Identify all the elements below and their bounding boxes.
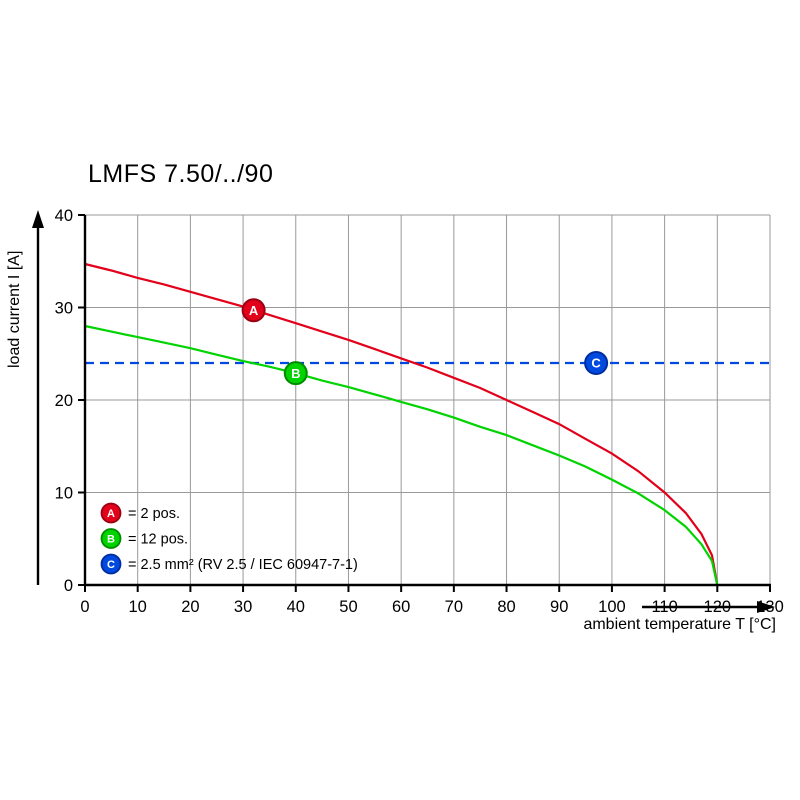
svg-text:B: B <box>107 534 115 546</box>
svg-text:20: 20 <box>55 392 73 410</box>
y-axis-arrowhead-icon <box>32 210 44 228</box>
svg-text:80: 80 <box>497 598 515 616</box>
svg-text:0: 0 <box>80 598 89 616</box>
svg-text:40: 40 <box>287 598 305 616</box>
series-A-curve <box>84 262 719 586</box>
svg-text:= 12 pos.: = 12 pos. <box>128 532 188 548</box>
grid <box>85 214 771 585</box>
series-B-curve <box>84 324 719 586</box>
svg-text:60: 60 <box>392 598 410 616</box>
series-curves <box>84 262 770 586</box>
svg-text:0: 0 <box>64 577 73 595</box>
marker-A <box>241 298 266 323</box>
svg-text:= 2.5 mm² (RV 2.5 / IEC 60947-: = 2.5 mm² (RV 2.5 / IEC 60947-7-1) <box>128 557 358 573</box>
svg-text:10: 10 <box>129 598 147 616</box>
svg-text:30: 30 <box>55 300 73 318</box>
svg-text:90: 90 <box>550 598 568 616</box>
legend-marker-C <box>100 553 122 575</box>
svg-text:100: 100 <box>598 598 626 616</box>
svg-text:B: B <box>291 366 300 381</box>
curve-markers: A B C <box>241 298 609 386</box>
marker-C <box>584 351 609 375</box>
svg-text:A: A <box>249 303 259 318</box>
svg-text:40: 40 <box>55 207 73 225</box>
legend-marker-B <box>100 528 122 549</box>
svg-text:50: 50 <box>339 598 357 616</box>
axis-arrows <box>32 210 775 613</box>
svg-text:C: C <box>107 559 115 571</box>
x-axis-arrowhead-icon <box>757 601 775 613</box>
chart-title: LMFS 7.50/../90 <box>88 160 274 188</box>
svg-text:30: 30 <box>234 598 252 616</box>
svg-text:= 2 pos.: = 2 pos. <box>128 506 180 522</box>
legend-marker-A <box>100 502 122 524</box>
legend: A = 2 pos. B = 12 pos. C = 2.5 mm² (RV 2.5 / … <box>100 502 358 575</box>
svg-text:A: A <box>107 508 115 520</box>
marker-B <box>283 361 308 386</box>
svg-text:70: 70 <box>445 598 463 616</box>
axes: 0102030405060708090100110120130010203040 <box>55 207 784 616</box>
svg-text:C: C <box>591 356 601 371</box>
svg-text:20: 20 <box>181 598 199 616</box>
x-axis-label: ambient temperature T [°C] <box>583 616 776 633</box>
svg-text:10: 10 <box>55 485 73 503</box>
